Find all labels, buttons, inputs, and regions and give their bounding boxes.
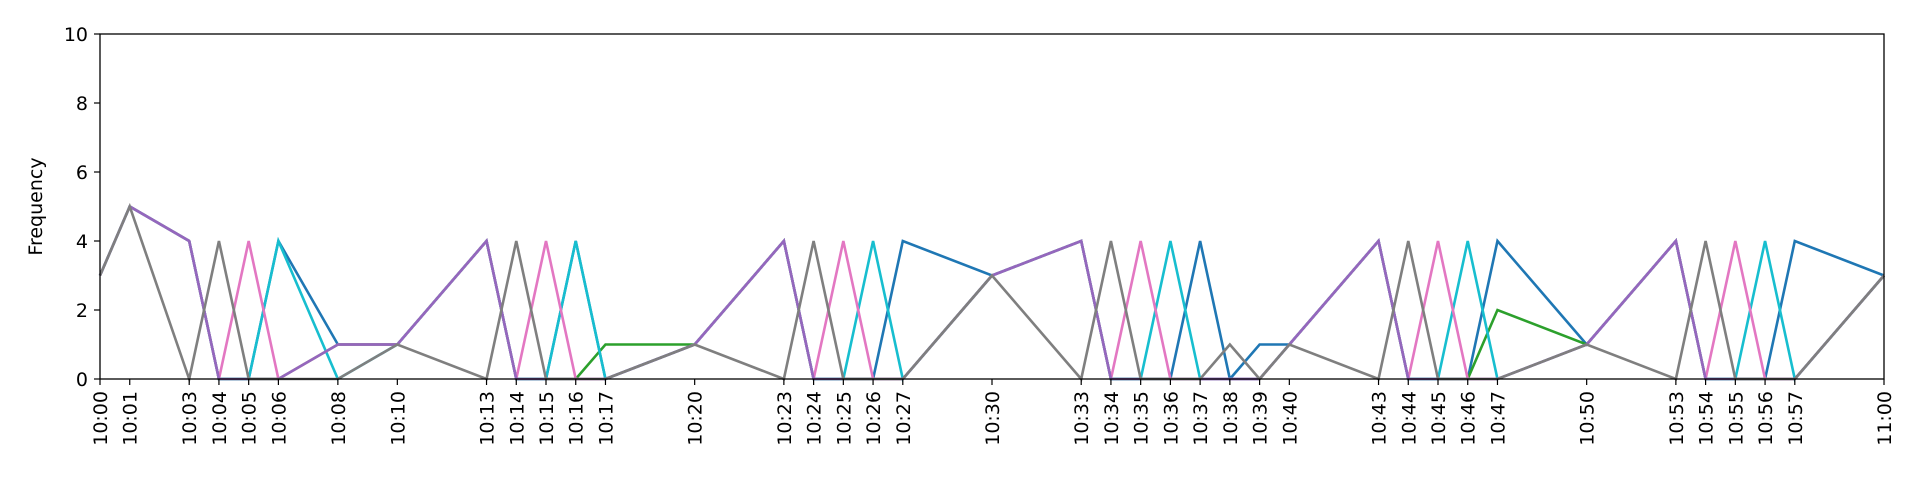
x-axis: 10:00 10:01 10:03 10:04 10:05 10:06 10:08 10:10… [90, 379, 1896, 446]
x-tick-label: 10:13 [477, 391, 499, 446]
x-tick-label: 10:43 [1369, 391, 1391, 446]
x-tick-label: 10:40 [1279, 391, 1301, 446]
y-axis-label: Frequency [25, 157, 47, 255]
x-tick-label: 10:26 [863, 391, 885, 446]
x-tick-label: 10:39 [1250, 391, 1272, 446]
x-tick-label: 10:03 [179, 391, 201, 446]
x-tick-label: 10:55 [1725, 391, 1747, 446]
y-tick-label: 6 [76, 162, 88, 184]
x-tick-label: 10:38 [1220, 391, 1242, 446]
x-tick-label: 10:34 [1101, 391, 1123, 446]
x-tick-label: 10:24 [804, 391, 826, 446]
x-tick-label: 10:54 [1696, 391, 1718, 446]
x-tick-label: 10:20 [685, 391, 707, 446]
x-tick-label: 10:04 [209, 391, 231, 446]
x-tick-label: 11:00 [1874, 391, 1896, 446]
x-tick-label: 10:36 [1160, 391, 1182, 446]
x-tick-label: 10:08 [328, 391, 350, 446]
x-tick-label: 10:50 [1577, 391, 1599, 446]
series-layer [98, 202, 1885, 384]
x-tick-label: 10:25 [833, 391, 855, 446]
x-tick-label: 10:53 [1666, 391, 1688, 446]
y-axis: 0 2 4 6 8 10 [64, 24, 100, 391]
x-tick-label: 10:01 [120, 391, 142, 446]
x-tick-label: 10:47 [1487, 391, 1509, 446]
x-tick-label: 10:56 [1755, 391, 1777, 446]
x-tick-label: 10:37 [1190, 391, 1212, 446]
x-tick-label: 10:57 [1785, 391, 1807, 446]
x-tick-label: 10:14 [506, 391, 528, 446]
x-tick-label: 10:35 [1131, 391, 1153, 446]
x-tick-label: 10:10 [387, 391, 409, 446]
x-tick-label: 10:16 [566, 391, 588, 446]
series-line-6 [98, 202, 1885, 384]
x-tick-label: 10:06 [268, 391, 290, 446]
x-tick-label: 10:44 [1398, 391, 1420, 446]
x-tick-label: 10:00 [90, 391, 112, 446]
x-tick-label: 10:30 [982, 391, 1004, 446]
x-tick-label: 10:33 [1071, 391, 1093, 446]
x-tick-label: 10:45 [1428, 391, 1450, 446]
y-tick-label: 4 [76, 231, 88, 253]
y-tick-label: 0 [76, 369, 88, 391]
x-tick-label: 10:27 [893, 391, 915, 446]
x-tick-label: 10:05 [239, 391, 261, 446]
x-tick-label: 10:17 [595, 391, 617, 446]
y-tick-label: 10 [64, 24, 88, 46]
y-tick-label: 8 [76, 93, 88, 115]
y-tick-label: 2 [76, 300, 88, 322]
x-tick-label: 10:23 [774, 391, 796, 446]
x-tick-label: 10:15 [536, 391, 558, 446]
x-tick-label: 10:46 [1458, 391, 1480, 446]
